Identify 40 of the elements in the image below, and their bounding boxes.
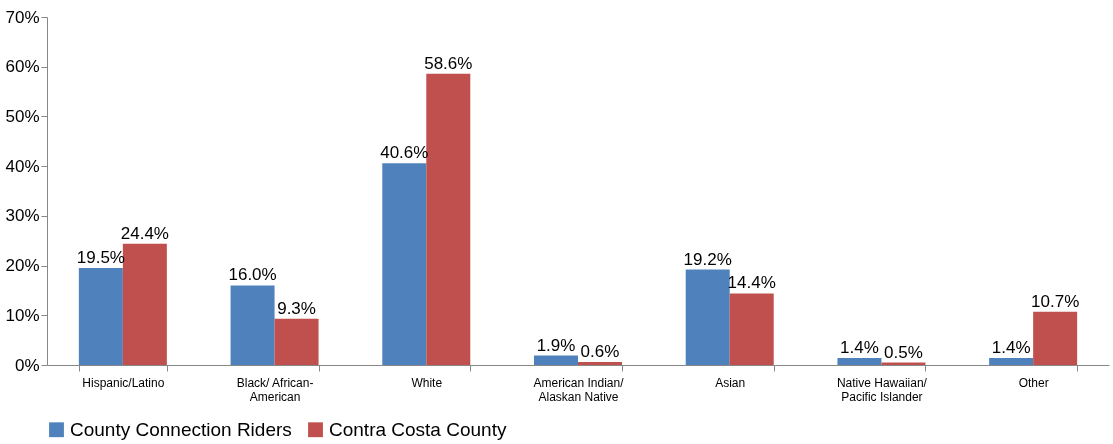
bar bbox=[578, 362, 622, 365]
legend-label: County Connection Riders bbox=[70, 418, 292, 440]
data-label: 10.7% bbox=[1031, 291, 1080, 311]
data-label: 24.4% bbox=[120, 223, 169, 243]
bar bbox=[382, 163, 427, 365]
x-tick-label: White bbox=[411, 375, 443, 390]
legend-label: Contra Costa County bbox=[329, 418, 507, 440]
y-tick-label: 30% bbox=[5, 206, 40, 226]
data-label: 9.3% bbox=[277, 298, 316, 318]
data-label: 0.5% bbox=[884, 342, 923, 362]
bar bbox=[426, 73, 471, 365]
data-label: 1.9% bbox=[536, 335, 576, 355]
bar bbox=[534, 355, 578, 365]
x-tick-label: Hispanic/Latino bbox=[82, 375, 165, 390]
bar bbox=[230, 285, 275, 365]
data-label: 58.6% bbox=[424, 53, 473, 73]
y-tick-label: 0% bbox=[14, 355, 40, 375]
data-label: 1.4% bbox=[840, 338, 879, 358]
y-tick-label: 10% bbox=[5, 305, 40, 325]
x-tick-label: American Indian/ Alaskan Native bbox=[533, 375, 625, 404]
y-tick-label: 50% bbox=[5, 106, 40, 126]
y-tick-label: 70% bbox=[5, 7, 40, 27]
bar bbox=[78, 268, 123, 365]
x-tick-label: Native Hawaiian/ Pacific Islander bbox=[836, 375, 928, 404]
data-label: 0.6% bbox=[580, 342, 620, 362]
bar bbox=[837, 358, 882, 365]
x-tick-label: Black/ African-American bbox=[236, 375, 314, 404]
data-label: 16.0% bbox=[228, 265, 277, 285]
y-tick-label: 40% bbox=[5, 156, 40, 176]
bar bbox=[1033, 311, 1078, 365]
bar bbox=[989, 358, 1034, 365]
y-tick-label: 20% bbox=[5, 256, 40, 276]
data-label: 19.2% bbox=[683, 249, 732, 269]
bar bbox=[274, 318, 319, 365]
y-tick-label: 60% bbox=[5, 57, 40, 77]
bar bbox=[729, 293, 774, 365]
data-label: 1.4% bbox=[991, 338, 1031, 358]
x-tick-label: Other bbox=[1018, 375, 1049, 390]
x-tick-label: Asian bbox=[715, 375, 746, 390]
bar bbox=[685, 269, 730, 365]
